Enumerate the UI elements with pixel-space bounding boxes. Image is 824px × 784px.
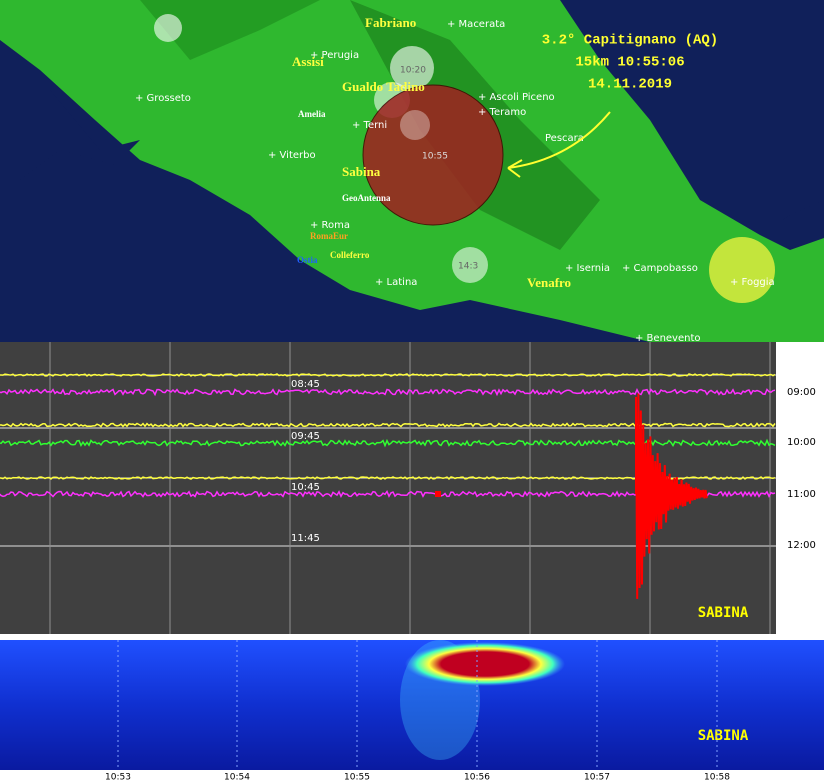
- trace: [0, 373, 776, 377]
- seismogram: 08:45 09:45 10:45 11:45 09:00 10:00 11:0…: [0, 342, 816, 634]
- event-circle: [154, 14, 182, 42]
- station-label: GeoAntenna: [342, 193, 391, 203]
- time-axis: [0, 770, 824, 784]
- station-label: Fabriano: [365, 15, 416, 30]
- city-label: + Terni: [352, 120, 387, 131]
- city-label: + Latina: [375, 277, 417, 288]
- time-label: 10:53: [105, 773, 131, 783]
- time-label: 10:58: [704, 773, 730, 783]
- time-label: 10:45: [291, 482, 320, 493]
- time-label: 09:45: [291, 431, 320, 442]
- city-label: + Campobasso: [622, 263, 698, 274]
- city-label: + Benevento: [635, 333, 701, 344]
- city-label: + Roma: [310, 220, 350, 231]
- city-label: + Macerata: [447, 19, 505, 30]
- trace: [0, 387, 776, 397]
- time-label: 11:00: [787, 489, 816, 500]
- city-label: + Teramo: [478, 107, 526, 118]
- quake-trace: [635, 393, 708, 599]
- time-label: 09:00: [787, 387, 816, 398]
- station-label: Colleferro: [330, 250, 370, 260]
- coast: [0, 90, 140, 180]
- arrow: [507, 111, 611, 178]
- event-label: 10:55: [422, 152, 448, 162]
- separator: [0, 634, 824, 640]
- time-label: 10:57: [584, 773, 610, 783]
- city-label: + Foggia: [730, 277, 775, 288]
- spectrogram: SABINA 10:53 10:54 10:55 10:56 10:57 10:58: [0, 634, 824, 784]
- city-label: + Ascoli Piceno: [478, 92, 555, 103]
- spectrum-energy: [405, 642, 565, 686]
- event-label: 10:20: [400, 66, 426, 76]
- main-event-circle: [362, 84, 504, 226]
- station-label: Ostia: [297, 255, 318, 265]
- trace: [0, 438, 776, 448]
- city-label: + Viterbo: [268, 150, 316, 161]
- station-name: SABINA: [698, 605, 749, 621]
- time-label: 12:00: [787, 540, 816, 551]
- quake-dot: [435, 491, 441, 497]
- event-circle: [390, 46, 434, 90]
- station-label: Gualdo Tadino: [342, 79, 425, 94]
- city-label: + Perugia: [310, 50, 359, 61]
- station-label: Amelia: [298, 109, 326, 119]
- event-circle: [709, 237, 775, 303]
- time-label: 10:56: [464, 773, 490, 783]
- station-label: RomaEur: [310, 231, 348, 241]
- trace: [0, 422, 776, 428]
- city-label: Pescara: [545, 133, 584, 144]
- annotation: 15km 10:55:06: [575, 55, 684, 71]
- annotation: 14.11.2019: [588, 77, 672, 93]
- hills: [0, 0, 320, 60]
- map: + Macerata + Perugia + Grosseto + Ascoli…: [0, 0, 824, 344]
- coast: [760, 200, 824, 250]
- time-label: 11:45: [291, 533, 320, 544]
- station-label: Venafro: [527, 275, 571, 290]
- time-label: 10:00: [787, 437, 816, 448]
- city-label: + Grosseto: [135, 93, 191, 104]
- time-label: 10:55: [344, 773, 370, 783]
- event-label: 14:3: [458, 262, 478, 272]
- event-circle: [452, 247, 488, 283]
- city-label: + Isernia: [565, 263, 610, 274]
- event-circle: [400, 110, 430, 140]
- station-label: Assisi: [292, 54, 324, 69]
- station-name: SABINA: [698, 728, 749, 744]
- time-label: 10:54: [224, 773, 250, 783]
- station-label: Sabina: [342, 164, 381, 179]
- time-label: 08:45: [291, 379, 320, 390]
- annotation: 3.2° Capitignano (AQ): [542, 33, 718, 49]
